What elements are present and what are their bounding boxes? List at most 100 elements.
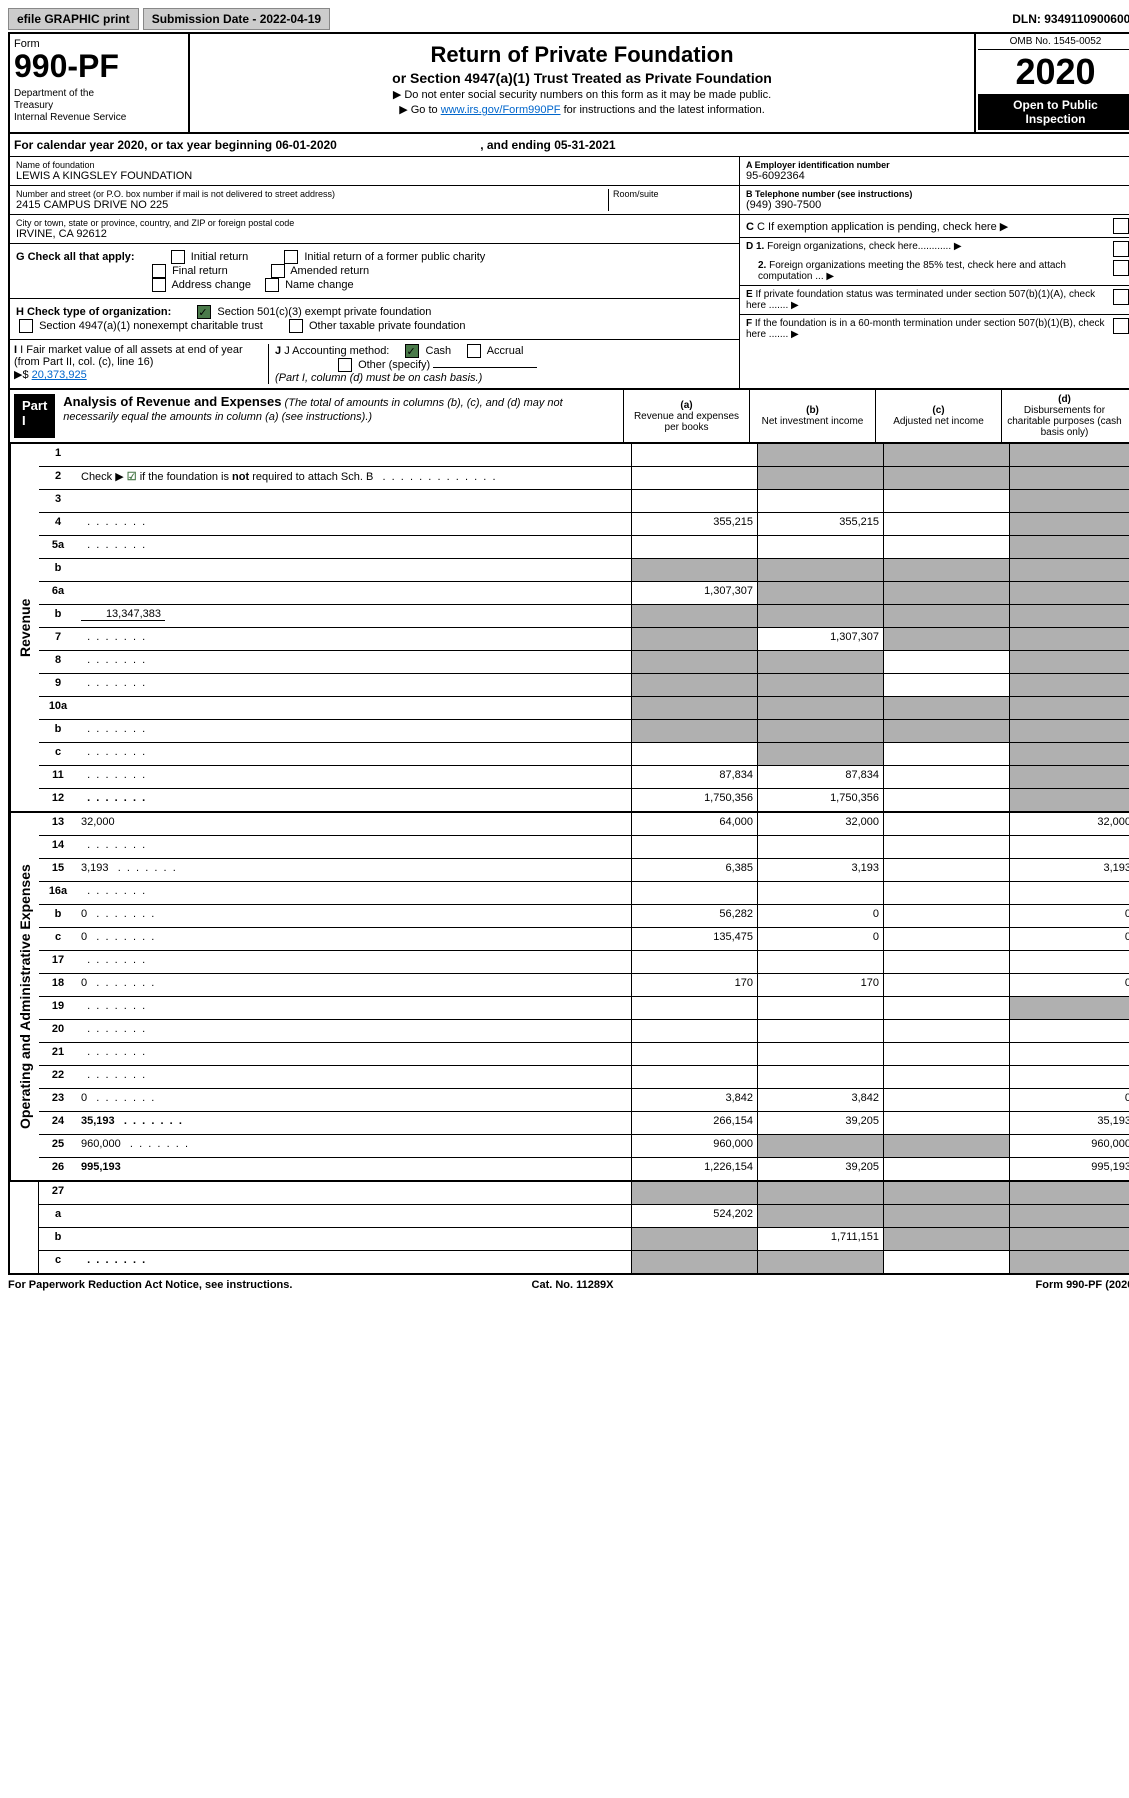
other-method-checkbox[interactable] xyxy=(338,358,352,372)
line-desc xyxy=(77,582,632,604)
d2-checkbox[interactable] xyxy=(1113,260,1129,276)
line-num: 8 xyxy=(39,651,77,673)
cell-a xyxy=(632,628,758,650)
cell-d xyxy=(1010,674,1129,696)
line-desc: . . . . . . . xyxy=(77,836,632,858)
line-desc: . . . . . . . xyxy=(77,674,632,696)
room-label: Room/suite xyxy=(613,189,733,199)
cell-c xyxy=(884,1251,1010,1273)
header-left: Form 990-PF Department of theTreasuryInt… xyxy=(10,34,190,132)
cell-d xyxy=(1010,605,1129,627)
cell-a xyxy=(632,882,758,904)
accrual-checkbox[interactable] xyxy=(467,344,481,358)
cell-c xyxy=(884,928,1010,950)
line-desc xyxy=(77,697,632,719)
cell-c xyxy=(884,467,1010,489)
cell-a xyxy=(632,1020,758,1042)
h-4947: Section 4947(a)(1) nonexempt charitable … xyxy=(39,320,263,332)
line-num: 25 xyxy=(39,1135,77,1157)
501c3-checkbox[interactable]: ✓ xyxy=(197,305,211,319)
4947-checkbox[interactable] xyxy=(19,319,33,333)
cell-b xyxy=(758,1066,884,1088)
line-desc: 3,193 . . . . . . . xyxy=(77,859,632,881)
cell-c xyxy=(884,1066,1010,1088)
cell-b: 3,842 xyxy=(758,1089,884,1111)
cell-b xyxy=(758,720,884,742)
f-checkbox[interactable] xyxy=(1113,318,1129,334)
c-checkbox[interactable] xyxy=(1113,218,1129,234)
table-row: 10a xyxy=(39,697,1129,720)
line-desc: . . . . . . . xyxy=(77,628,632,650)
cell-d: 0 xyxy=(1010,905,1129,927)
footer-right: Form 990-PF (2020) xyxy=(1036,1279,1129,1291)
cell-a xyxy=(632,490,758,512)
part1-title: Analysis of Revenue and Expenses xyxy=(63,394,281,409)
cell-d: 0 xyxy=(1010,974,1129,996)
irs-link[interactable]: www.irs.gov/Form990PF xyxy=(441,104,561,116)
initial-checkbox[interactable] xyxy=(171,250,185,264)
line-desc xyxy=(77,490,632,512)
cell-a: 355,215 xyxy=(632,513,758,535)
line-num: 11 xyxy=(39,766,77,788)
line-num: 14 xyxy=(39,836,77,858)
other-taxable-checkbox[interactable] xyxy=(289,319,303,333)
cell-c xyxy=(884,1182,1010,1204)
j-other: Other (specify) xyxy=(358,359,430,371)
city-value: IRVINE, CA 92612 xyxy=(16,228,733,240)
e-box: E If private foundation status was termi… xyxy=(740,286,1129,315)
f-box: F If the foundation is in a 60-month ter… xyxy=(740,315,1129,343)
cell-b xyxy=(758,1020,884,1042)
cell-b xyxy=(758,1043,884,1065)
street-box: Number and street (or P.O. box number if… xyxy=(10,186,739,215)
ij-box: I I Fair market value of all assets at e… xyxy=(10,340,739,388)
table-row: 20 . . . . . . . xyxy=(39,1020,1129,1043)
cell-c xyxy=(884,997,1010,1019)
revenue-section: Revenue 12Check ▶ ☑ if the foundation is… xyxy=(10,444,1129,811)
cell-a: 3,842 xyxy=(632,1089,758,1111)
line-num: 4 xyxy=(39,513,77,535)
name-change-checkbox[interactable] xyxy=(265,278,279,292)
amended-checkbox[interactable] xyxy=(271,264,285,278)
form-subtitle: or Section 4947(a)(1) Trust Treated as P… xyxy=(196,70,968,86)
col-c-header: (c)Adjusted net income xyxy=(876,390,1002,442)
initial-former-checkbox[interactable] xyxy=(284,250,298,264)
d1-checkbox[interactable] xyxy=(1113,241,1129,257)
i-value[interactable]: 20,373,925 xyxy=(32,369,87,381)
line-desc xyxy=(77,1205,632,1227)
form-number: 990-PF xyxy=(14,50,184,82)
cell-c xyxy=(884,651,1010,673)
line-num: 12 xyxy=(39,789,77,811)
h-other: Other taxable private foundation xyxy=(309,320,466,332)
cell-c xyxy=(884,1112,1010,1134)
cell-a xyxy=(632,559,758,581)
cash-checkbox[interactable]: ✓ xyxy=(405,344,419,358)
cell-d xyxy=(1010,1043,1129,1065)
line-desc: . . . . . . . xyxy=(77,766,632,788)
table-row: 14 . . . . . . . xyxy=(39,836,1129,859)
final-checkbox[interactable] xyxy=(152,264,166,278)
name-box: Name of foundation LEWIS A KINGSLEY FOUN… xyxy=(10,157,739,186)
table-row: 1332,00064,00032,00032,000 xyxy=(39,813,1129,836)
table-row: 27 xyxy=(39,1182,1129,1205)
d-box: D 1. Foreign organizations, check here..… xyxy=(740,238,1129,286)
submission-button[interactable]: Submission Date - 2022-04-19 xyxy=(143,8,330,30)
table-row: b0 . . . . . . .56,28200 xyxy=(39,905,1129,928)
cell-a: 56,282 xyxy=(632,905,758,927)
e-checkbox[interactable] xyxy=(1113,289,1129,305)
cell-a: 1,226,154 xyxy=(632,1158,758,1180)
address-checkbox[interactable] xyxy=(152,278,166,292)
line-desc: . . . . . . . xyxy=(77,789,632,811)
g-label: G Check all that apply: xyxy=(16,251,135,263)
line-num: 7 xyxy=(39,628,77,650)
j-cash: Cash xyxy=(426,345,452,357)
cell-b xyxy=(758,997,884,1019)
line-desc: . . . . . . . xyxy=(77,1066,632,1088)
cell-b: 3,193 xyxy=(758,859,884,881)
col-b-header: (b)Net investment income xyxy=(750,390,876,442)
efile-button[interactable]: efile GRAPHIC print xyxy=(8,8,139,30)
table-row: 7 . . . . . . .1,307,307 xyxy=(39,628,1129,651)
line-desc: 0 . . . . . . . xyxy=(77,974,632,996)
table-row: 26995,1931,226,15439,205995,193 xyxy=(39,1158,1129,1180)
line-desc: . . . . . . . xyxy=(77,513,632,535)
open-public: Open to Public Inspection xyxy=(978,94,1129,130)
